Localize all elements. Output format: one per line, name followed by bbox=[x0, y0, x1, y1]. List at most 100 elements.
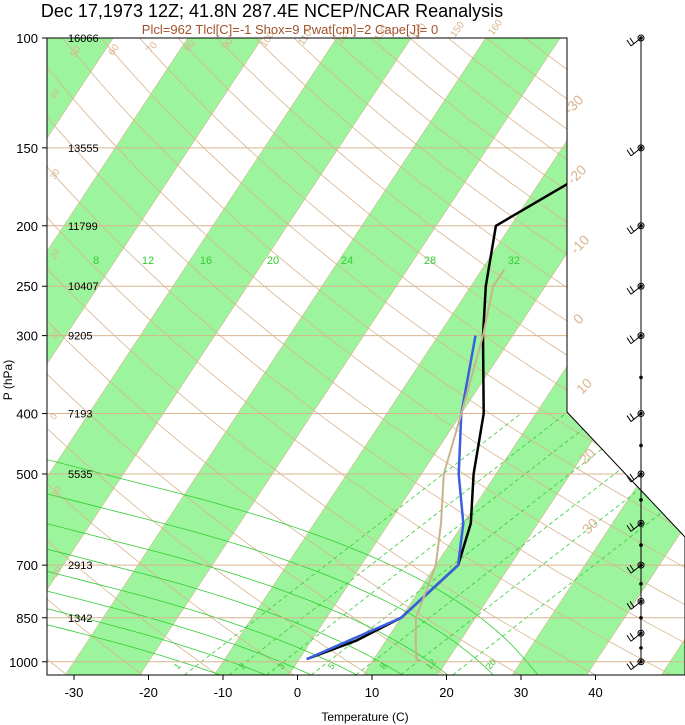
isotherm-label: 150 bbox=[448, 19, 467, 39]
skew-temp-label: 0 bbox=[570, 310, 587, 327]
wind-barb-tick bbox=[629, 413, 635, 420]
skew-temp-label: 10 bbox=[573, 375, 595, 397]
adiabat-label: 30 bbox=[48, 167, 62, 181]
wind-circle bbox=[637, 658, 645, 666]
wind-barb-tick bbox=[626, 475, 632, 483]
wind-barb-tick bbox=[626, 149, 632, 157]
x-tick-label: -20 bbox=[139, 685, 158, 700]
y-tick-label: 300 bbox=[16, 329, 38, 344]
mixing-ratio-bottom-label: 12 bbox=[424, 657, 438, 671]
skew-temp-label: -20 bbox=[564, 161, 590, 187]
wind-barb-tick bbox=[629, 632, 635, 640]
wind-barb bbox=[630, 335, 642, 345]
wind-barb-tick bbox=[626, 39, 632, 47]
wind-barb-tick bbox=[626, 415, 632, 422]
height-label: 16066 bbox=[68, 33, 99, 45]
isotherm bbox=[652, 38, 685, 675]
adiabat-label: 10 bbox=[48, 327, 62, 341]
y-tick-label: 250 bbox=[16, 279, 38, 294]
moist-adiabat bbox=[47, 263, 494, 675]
dry-adiabat bbox=[177, 38, 685, 675]
dry-adiabat bbox=[47, 38, 596, 675]
isotherm bbox=[47, 38, 431, 675]
chart-title: Dec 17,1973 12Z; 41.8N 287.4E NCEP/NCAR … bbox=[41, 1, 503, 21]
wind-barb-tick bbox=[629, 661, 635, 669]
y-tick-label: 500 bbox=[16, 467, 38, 482]
skew-temp-label: -10 bbox=[567, 231, 593, 257]
wind-point bbox=[639, 375, 643, 380]
wind-circle bbox=[637, 282, 645, 290]
wind-circle bbox=[637, 629, 645, 637]
x-tick-label: -30 bbox=[65, 685, 84, 700]
x-tick-label: 10 bbox=[365, 685, 379, 700]
skew-temp-label: -30 bbox=[561, 91, 587, 117]
dry-adiabat bbox=[47, 38, 521, 675]
wind-barb-tick bbox=[626, 663, 632, 671]
moist-adiabat bbox=[47, 263, 448, 675]
wind-barb bbox=[630, 473, 642, 483]
y-tick-label: 850 bbox=[16, 611, 38, 626]
dry-adiabat bbox=[47, 38, 445, 675]
wind-point bbox=[639, 615, 643, 620]
dry-adiabat bbox=[47, 38, 685, 675]
wind-circle bbox=[637, 34, 645, 42]
wind-barbs bbox=[626, 34, 645, 671]
height-label: 5535 bbox=[68, 469, 92, 481]
dry-adiabat bbox=[47, 38, 294, 675]
plot-frame bbox=[46, 37, 685, 676]
wind-barb-tick bbox=[626, 287, 632, 295]
y-tick-label: 700 bbox=[16, 558, 38, 573]
wind-barb-tick bbox=[626, 634, 632, 642]
isotherm bbox=[47, 38, 207, 675]
height-label: 9205 bbox=[68, 331, 92, 343]
mixing-ratio-lines bbox=[47, 263, 685, 675]
mixing-ratio-top-label: 12 bbox=[142, 255, 154, 267]
dry-adiabat bbox=[62, 38, 685, 675]
height-label: 11799 bbox=[68, 221, 98, 233]
y-tick-label: 150 bbox=[16, 141, 38, 156]
wind-barb-tick bbox=[626, 337, 632, 344]
isotherm bbox=[47, 38, 282, 675]
dry-adiabat bbox=[47, 38, 672, 675]
mixing-ratio-top-label: 20 bbox=[267, 255, 279, 267]
wind-barb bbox=[630, 661, 642, 671]
wind-barb bbox=[630, 147, 642, 157]
moist-adiabat bbox=[47, 263, 539, 675]
wind-point bbox=[639, 443, 643, 448]
mixing-ratio-bottom-label: 1 bbox=[172, 661, 183, 671]
wind-circle bbox=[637, 597, 645, 605]
dry-adiabat bbox=[47, 38, 685, 675]
isotherm bbox=[578, 38, 685, 675]
height-label: 1342 bbox=[68, 613, 92, 625]
mixing-ratio-top-label: 8 bbox=[93, 255, 99, 267]
wind-barb-tick bbox=[626, 566, 632, 574]
mixing-ratio-top-label: 32 bbox=[508, 255, 520, 267]
dewpoint-profile bbox=[306, 335, 477, 661]
isotherm-label: 70 bbox=[144, 40, 160, 56]
height-label: 10407 bbox=[68, 281, 99, 293]
temperature-band bbox=[56, 38, 580, 675]
y-tick-label: 1000 bbox=[9, 655, 38, 670]
height-label: 2913 bbox=[68, 560, 92, 572]
adiabat-label: 40 bbox=[48, 87, 62, 101]
wind-barb bbox=[630, 413, 642, 422]
wind-barb bbox=[630, 564, 642, 574]
y-tick-label: 400 bbox=[16, 407, 38, 422]
wind-point bbox=[639, 543, 643, 547]
wind-barb-tick bbox=[626, 227, 632, 235]
height-label: 7193 bbox=[68, 409, 92, 421]
moist-adiabat bbox=[47, 263, 221, 675]
mixing-ratio-line bbox=[228, 413, 566, 675]
mixing-ratio-bottom-label: 8 bbox=[378, 661, 389, 671]
temperature-band bbox=[47, 38, 282, 675]
wind-barb-tick bbox=[626, 603, 632, 610]
wind-circle bbox=[637, 410, 645, 418]
mixing-ratio-line bbox=[400, 413, 685, 675]
wind-barb bbox=[630, 632, 642, 642]
x-axis: -30 -20 -10 0 10 20 30 40 bbox=[65, 675, 603, 700]
wind-point bbox=[639, 646, 643, 650]
wind-barb-tick bbox=[629, 601, 635, 608]
wind-barb bbox=[630, 600, 642, 610]
mixing-ratio-labels: 8 12 16 20 24 28 321 2 3 5 8 12 20 bbox=[93, 255, 520, 671]
